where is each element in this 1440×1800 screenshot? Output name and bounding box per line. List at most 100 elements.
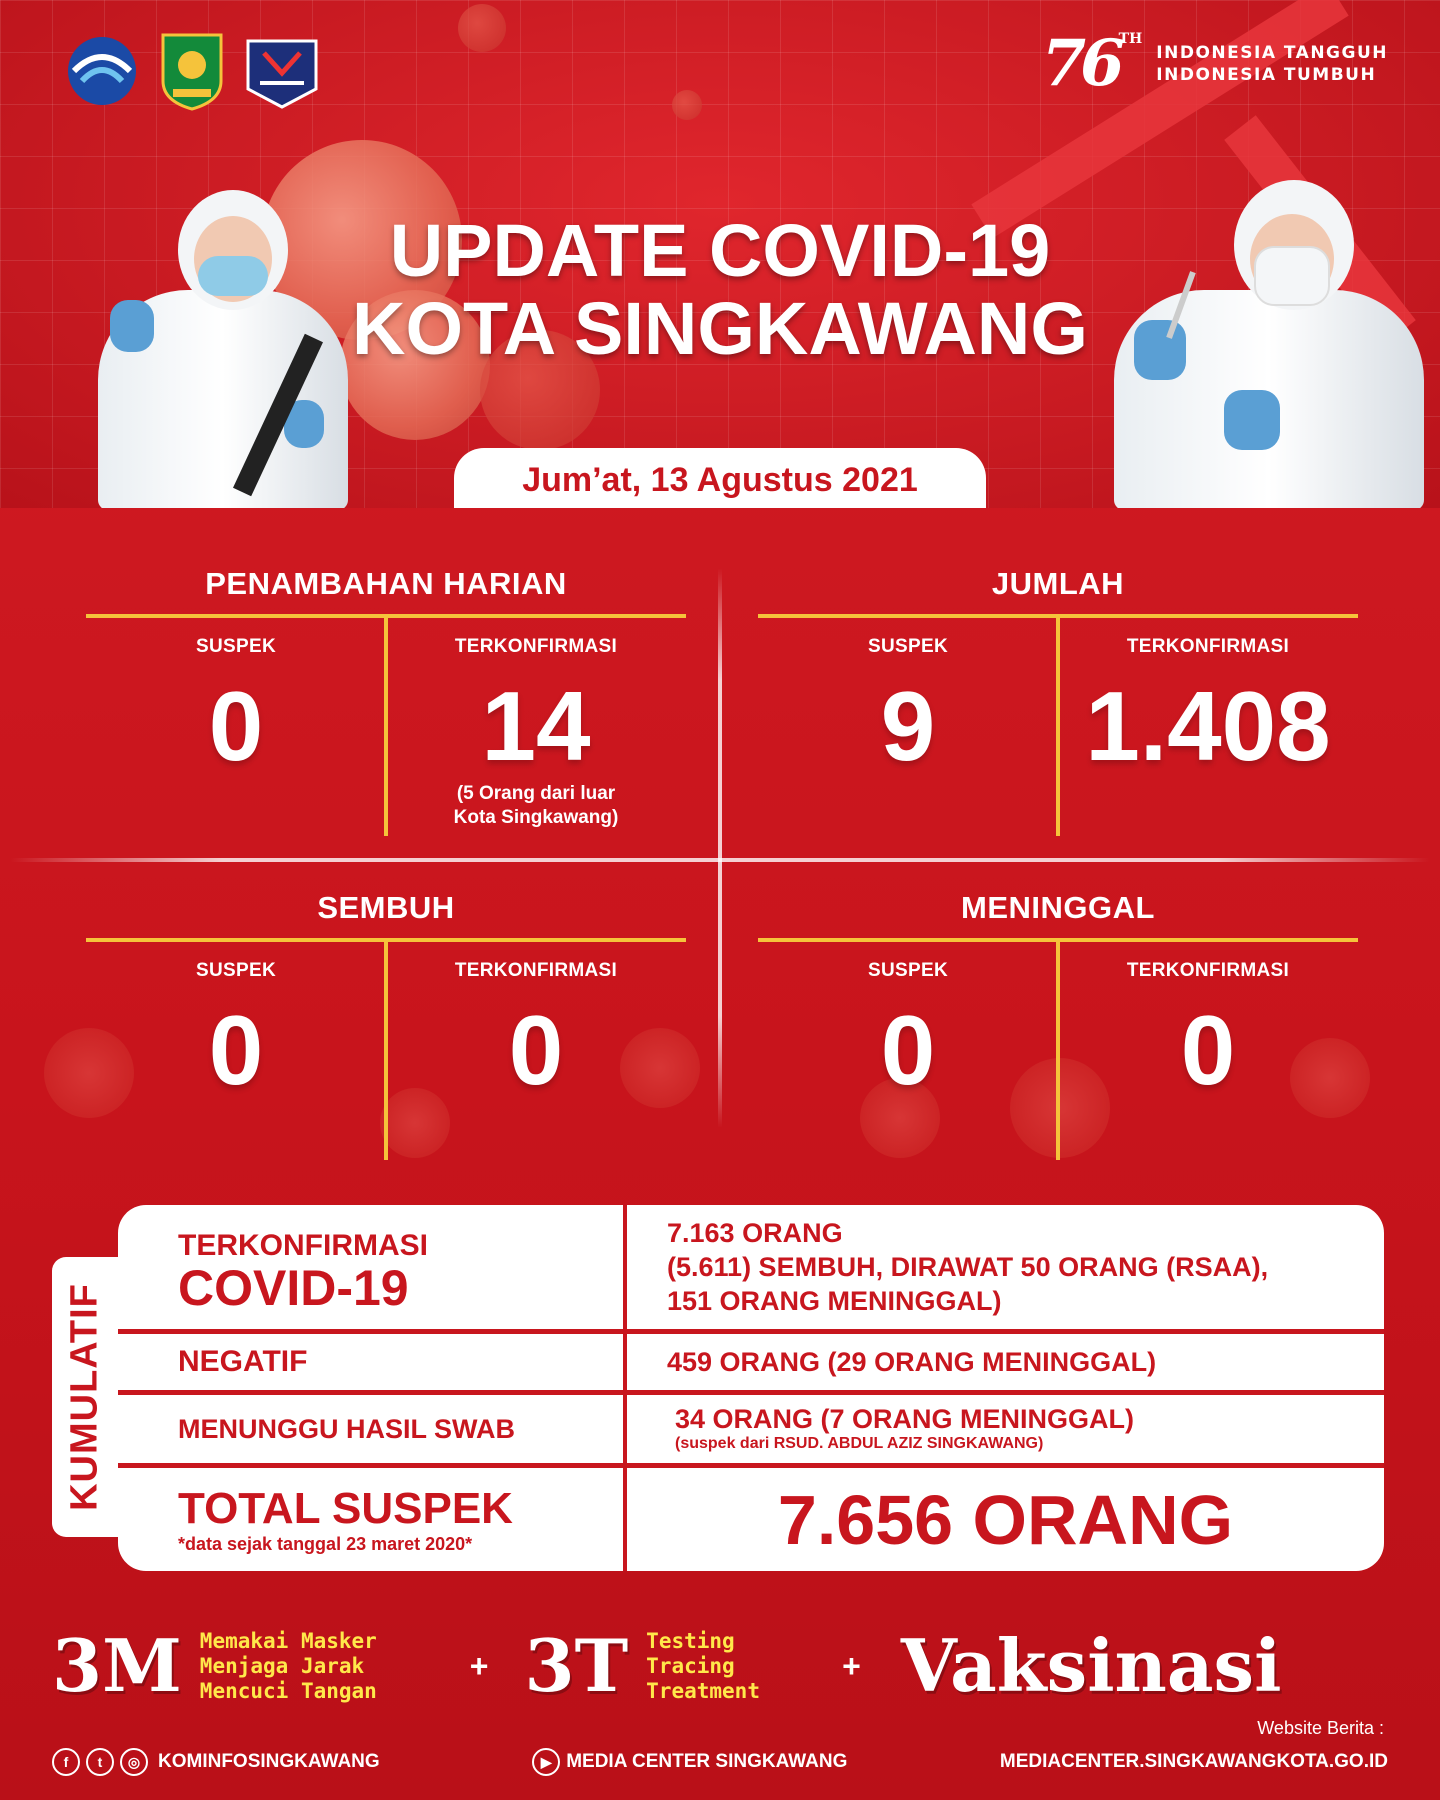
- kominfo-logo: [64, 30, 140, 112]
- stats-section: PENAMBAHAN HARIAN SUSPEK 0 TERKONFIRMASI…: [0, 508, 1440, 1160]
- anniversary-suffix: TH: [1118, 31, 1143, 47]
- 3t-item: Testing: [646, 1628, 735, 1653]
- suspek-cell: SUSPEK 0: [86, 618, 386, 836]
- 3t-item: Tracing: [646, 1653, 735, 1678]
- row-divider: [118, 1329, 1384, 1334]
- header-banner: 76TH INDONESIA TANGGUH INDONESIA TUMBUH …: [0, 0, 1440, 508]
- social-handle[interactable]: KOMINFOSINGKAWANG: [158, 1751, 380, 1772]
- title-line-1: UPDATE COVID-19: [389, 209, 1051, 292]
- facebook-icon[interactable]: f: [52, 1748, 80, 1776]
- konfirmasi-label-line-2: COVID-19: [178, 1260, 409, 1316]
- konfirmasi-label-line-1: TERKONFIRMASI: [178, 1229, 428, 1262]
- stat-cells: SUSPEK 0 TERKONFIRMASI 0: [86, 942, 686, 1160]
- group-title: PENAMBAHAN HARIAN: [205, 566, 567, 601]
- stat-label: SUSPEK: [196, 960, 276, 981]
- youtube-link[interactable]: ▶ MEDIA CENTER SINGKAWANG: [532, 1748, 847, 1776]
- total-suspek-note: *data sejak tanggal 23 maret 2020*: [178, 1533, 473, 1554]
- health-protocol-banner: 3M Memakai Masker Menjaga Jarak Mencuci …: [52, 1626, 1392, 1706]
- plus-sign: +: [842, 1647, 861, 1684]
- stat-value: 9: [880, 671, 936, 781]
- total-suspek-value: 7.656 ORANG: [777, 1480, 1234, 1559]
- suspek-cell: SUSPEK 0: [758, 942, 1058, 1160]
- row-value: 7.163 ORANG (5.611) SEMBUH, DIRAWAT 50 O…: [627, 1205, 1384, 1329]
- page-title: UPDATE COVID-19 KOTA SINGKAWANG: [0, 212, 1440, 368]
- terkonfirmasi-cell: TERKONFIRMASI 1.408: [1058, 618, 1358, 836]
- stat-value: 14: [481, 671, 591, 781]
- youtube-channel: MEDIA CENTER SINGKAWANG: [566, 1751, 848, 1772]
- row-value: 34 ORANG (7 ORANG MENINGGAL) (suspek dar…: [627, 1395, 1384, 1463]
- virus-illustration: [1290, 1038, 1370, 1118]
- anniversary-number-text: 76: [1041, 26, 1125, 101]
- stat-label: TERKONFIRMASI: [454, 636, 618, 657]
- group-underline: [86, 938, 686, 942]
- stat-value: 0: [208, 671, 264, 781]
- 3t-item: Treatment: [646, 1678, 760, 1703]
- virus-illustration: [458, 4, 506, 52]
- penambahan-harian-group: PENAMBAHAN HARIAN SUSPEK 0 TERKONFIRMASI…: [86, 566, 686, 836]
- virus-illustration: [672, 90, 702, 120]
- row-label: MENUNGGU HASIL SWAB: [118, 1395, 623, 1463]
- table-row: MENUNGGU HASIL SWAB 34 ORANG (7 ORANG ME…: [118, 1395, 1384, 1463]
- pemkot-singkawang-logo: [154, 30, 230, 112]
- row-label: TERKONFIRMASI COVID-19: [118, 1205, 623, 1329]
- group-title: JUMLAH: [991, 566, 1125, 601]
- negatif-value: 459 ORANG (29 ORANG MENINGGAL): [667, 1346, 1157, 1377]
- stat-value: 0: [880, 995, 936, 1105]
- 3m-list: Memakai Masker Menjaga Jarak Mencuci Tan…: [200, 1629, 440, 1704]
- virus-illustration: [480, 330, 600, 450]
- kumulatif-table: KUMULATIF TERKONFIRMASI COVID-19 7.163 O…: [52, 1205, 1384, 1571]
- stat-value: 1.408: [1085, 671, 1331, 781]
- stat-label: TERKONFIRMASI: [454, 960, 618, 981]
- konfirmasi-value-line-3: 151 ORANG MENINGGAL): [667, 1286, 1002, 1316]
- social-media-links: f t ◎ KOMINFOSINGKAWANG: [52, 1748, 380, 1776]
- negatif-label: NEGATIF: [178, 1345, 308, 1378]
- swab-label: MENUNGGU HASIL SWAB: [178, 1413, 516, 1444]
- row-value: 459 ORANG (29 ORANG MENINGGAL): [627, 1334, 1384, 1390]
- row-label: NEGATIF: [118, 1334, 623, 1390]
- website-link[interactable]: MEDIACENTER.SINGKAWANGKOTA.GO.ID: [999, 1751, 1388, 1772]
- anniversary-tagline: INDONESIA TANGGUH INDONESIA TUMBUH: [1156, 42, 1388, 86]
- quadrant-divider-horizontal: [10, 858, 1430, 862]
- plus-sign: +: [469, 1647, 489, 1684]
- instagram-icon[interactable]: ◎: [120, 1748, 148, 1776]
- column-divider: [623, 1395, 627, 1463]
- stat-cells: SUSPEK 0 TERKONFIRMASI 0: [758, 942, 1358, 1160]
- health-worker-left-illustration: [88, 190, 358, 508]
- stat-value: 0: [1180, 995, 1236, 1105]
- konfirmasi-value-line-2: (5.611) SEMBUH, DIRAWAT 50 ORANG (RSAA),: [667, 1252, 1269, 1282]
- stat-label: SUSPEK: [868, 960, 948, 981]
- row-value: 7.656 ORANG: [627, 1468, 1384, 1571]
- table-row: NEGATIF 459 ORANG (29 ORANG MENINGGAL): [118, 1334, 1384, 1390]
- swab-note: (suspek dari RSUD. ABDUL AZIZ SINGKAWANG…: [675, 1435, 1044, 1452]
- row-label: TOTAL SUSPEK *data sejak tanggal 23 mare…: [118, 1468, 623, 1571]
- group-title: SEMBUH: [317, 890, 455, 925]
- group-underline: [758, 614, 1358, 618]
- kumulatif-tab: KUMULATIF: [52, 1257, 118, 1537]
- stat-label: SUSPEK: [196, 636, 276, 657]
- anniversary-number: 76TH: [1042, 32, 1143, 96]
- tagline-line-1: INDONESIA TANGGUH: [1156, 43, 1388, 63]
- group-title: MENINGGAL: [961, 890, 1155, 925]
- suspek-cell: SUSPEK 9: [758, 618, 1058, 836]
- total-suspek-label: TOTAL SUSPEK: [178, 1483, 513, 1533]
- 3m-item: Mencuci Tangan: [199, 1678, 377, 1703]
- title-line-2: KOTA SINGKAWANG: [352, 287, 1088, 370]
- group-underline: [86, 614, 686, 618]
- twitter-icon[interactable]: t: [86, 1748, 114, 1776]
- stat-note: (5 Orang dari luar Kota Singkawang): [386, 782, 686, 830]
- terkonfirmasi-cell: TERKONFIRMASI 0: [386, 942, 686, 1160]
- kumulatif-tab-label: KUMULATIF: [63, 1283, 106, 1511]
- 3m-title: 3M: [52, 1623, 182, 1708]
- virus-illustration: [860, 1078, 940, 1158]
- virus-illustration: [1010, 1058, 1110, 1158]
- meninggal-group: MENINGGAL SUSPEK 0 TERKONFIRMASI 0: [758, 890, 1358, 1160]
- 3m-item: Menjaga Jarak: [199, 1653, 365, 1678]
- table-row: TERKONFIRMASI COVID-19 7.163 ORANG (5.61…: [118, 1205, 1384, 1329]
- jumlah-group: JUMLAH SUSPEK 9 TERKONFIRMASI 1.408: [758, 566, 1358, 836]
- vaksinasi-title: Vaksinasi: [900, 1623, 1282, 1708]
- stat-label: SUSPEK: [868, 636, 948, 657]
- report-date: Jum’at, 13 Agustus 2021: [454, 448, 986, 508]
- row-divider: [118, 1390, 1384, 1395]
- tagline-line-2: INDONESIA TUMBUH: [1156, 65, 1377, 85]
